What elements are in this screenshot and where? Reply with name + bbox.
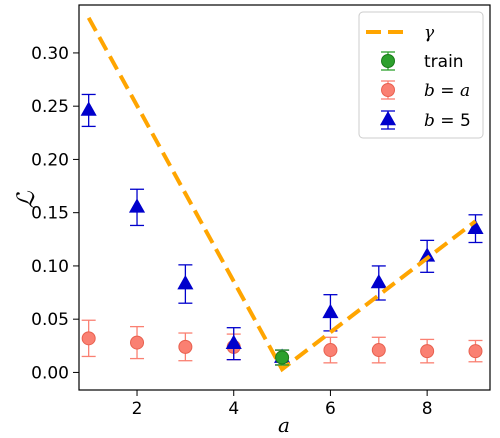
legend-label: b = a bbox=[424, 81, 470, 101]
x-tick-label: 4 bbox=[228, 399, 239, 419]
x-tick-label: 8 bbox=[422, 399, 433, 419]
y-tick-label: 0.10 bbox=[31, 257, 69, 277]
data-point bbox=[178, 339, 193, 354]
y-tick-label: 0.25 bbox=[31, 97, 69, 117]
y-axis-label: ℒ bbox=[12, 191, 40, 209]
x-axis-label: a bbox=[278, 413, 290, 437]
data-point bbox=[177, 275, 194, 290]
data-point bbox=[467, 219, 484, 234]
data-point bbox=[225, 334, 242, 349]
data-point bbox=[130, 335, 145, 350]
data-point bbox=[81, 331, 96, 346]
y-tick-label: 0.15 bbox=[31, 204, 69, 224]
legend-label: b = 5 bbox=[424, 111, 471, 131]
data-point bbox=[420, 344, 435, 359]
y-tick-label: 0.20 bbox=[31, 150, 69, 170]
legend-box bbox=[358, 11, 484, 139]
legend: γ train b = a b = 5 bbox=[358, 11, 484, 139]
series-0 bbox=[86, 16, 477, 373]
data-point bbox=[128, 198, 146, 213]
data-point bbox=[370, 273, 387, 289]
x-axis: 2 4 6 8 bbox=[132, 390, 433, 419]
series-layer bbox=[80, 16, 484, 373]
y-tick-label: 0.05 bbox=[31, 310, 69, 330]
legend-marker bbox=[381, 54, 395, 68]
legend-label: γ bbox=[424, 23, 435, 43]
data-point bbox=[468, 344, 483, 359]
series-3 bbox=[80, 93, 484, 366]
data-point bbox=[371, 343, 386, 358]
gamma-line bbox=[86, 16, 477, 373]
legend-marker bbox=[381, 83, 395, 97]
legend-label: train bbox=[424, 52, 464, 72]
series-1 bbox=[275, 349, 290, 366]
data-point bbox=[275, 350, 290, 365]
x-tick-label: 6 bbox=[325, 399, 336, 419]
legend-marker bbox=[379, 110, 397, 126]
y-tick-label: 0.00 bbox=[31, 363, 69, 383]
y-tick-label: 0.30 bbox=[31, 44, 69, 64]
data-point bbox=[323, 343, 338, 358]
data-point bbox=[80, 101, 97, 116]
y-axis: 0.00 0.05 0.10 0.15 0.20 0.25 0.30 bbox=[31, 44, 79, 383]
plot-frame bbox=[78, 4, 491, 391]
data-point bbox=[322, 303, 339, 319]
x-tick-label: 2 bbox=[132, 399, 143, 419]
